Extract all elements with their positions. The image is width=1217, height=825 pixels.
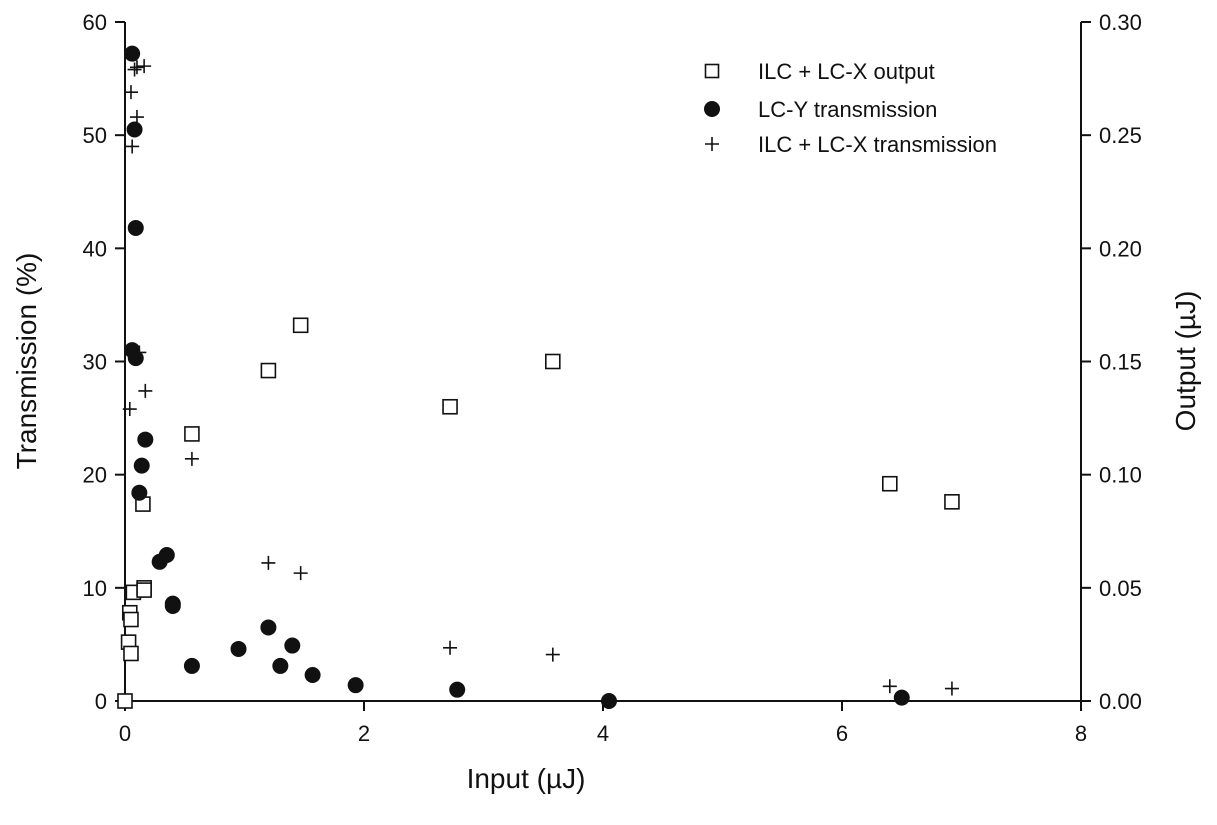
y2-tick-label: 0.20 — [1099, 236, 1142, 261]
y2-tick-label: 0.05 — [1099, 576, 1142, 601]
y-tick-label: 10 — [83, 576, 107, 601]
data-point-open-square — [184, 426, 200, 442]
data-point-filled-circle — [183, 657, 200, 674]
data-point-filled-circle — [158, 547, 175, 564]
legend-label-ilc-lcx-transmission: ILC + LC-X transmission — [758, 132, 997, 157]
data-point-plus — [137, 59, 152, 74]
data-point-plus — [443, 640, 458, 655]
y2-tick-label: 0.15 — [1099, 350, 1142, 375]
data-point-plus — [122, 402, 137, 417]
data-point-filled-circle — [127, 219, 144, 236]
data-point-filled-circle — [164, 597, 181, 614]
x-tick-label: 8 — [1075, 721, 1087, 746]
data-point-plus — [293, 566, 308, 581]
legend: ILC + LC-X output LC-Y transmission ILC … — [704, 59, 997, 157]
x-tick-label: 2 — [358, 721, 370, 746]
y-tick-label: 20 — [83, 463, 107, 488]
data-point-filled-circle — [124, 45, 141, 62]
legend-marker-filled-circle — [704, 101, 720, 117]
data-point-filled-circle — [272, 657, 289, 674]
y-tick-label: 50 — [83, 123, 107, 148]
legend-marker-open-square — [704, 63, 720, 79]
data-point-open-square — [545, 353, 561, 370]
right-y-axis-ticks: 0.00 0.05 0.10 0.15 0.20 0.25 0.30 — [1081, 10, 1142, 714]
data-point-open-square — [944, 494, 960, 510]
data-point-filled-circle — [260, 619, 277, 636]
data-point-plus — [138, 383, 153, 398]
y2-tick-label: 0.25 — [1099, 123, 1142, 148]
data-point-filled-circle — [304, 666, 321, 683]
legend-label-lcy-transmission: LC-Y transmission — [758, 97, 937, 122]
data-point-plus — [184, 451, 199, 466]
legend-label-ilc-lcx-output: ILC + LC-X output — [758, 59, 935, 84]
axes-frame — [124, 22, 1082, 702]
x-tick-label: 0 — [119, 721, 131, 746]
data-point-plus — [129, 110, 144, 125]
left-y-axis-ticks: 0 10 20 30 40 50 60 — [83, 10, 125, 714]
data-point-plus — [127, 62, 142, 77]
data-points — [117, 45, 960, 709]
data-point-plus — [545, 647, 560, 662]
legend-marker-plus — [705, 137, 719, 151]
x-tick-label: 4 — [597, 721, 609, 746]
data-point-open-square — [292, 317, 309, 334]
data-point-plus — [882, 679, 897, 694]
data-point-open-square — [442, 398, 458, 415]
y-tick-label: 60 — [83, 10, 107, 35]
data-point-open-square — [123, 645, 139, 662]
data-point-filled-circle — [449, 681, 466, 698]
data-point-plus — [129, 60, 144, 75]
data-point-filled-circle — [347, 677, 364, 694]
right-y-axis-title: Output (µJ) — [1170, 291, 1201, 432]
data-point-open-square — [117, 693, 133, 709]
y2-tick-label: 0.00 — [1099, 689, 1142, 714]
data-point-filled-circle — [131, 484, 148, 501]
data-point-filled-circle — [126, 121, 143, 138]
data-point-open-square — [881, 475, 898, 492]
data-point-plus — [944, 681, 959, 696]
data-point-plus — [132, 345, 147, 360]
data-point-filled-circle — [133, 457, 150, 474]
y2-tick-label: 0.10 — [1099, 463, 1142, 488]
data-point-open-square — [123, 611, 139, 628]
data-point-plus — [261, 555, 276, 570]
data-point-open-square — [260, 362, 277, 379]
data-point-filled-circle — [600, 693, 617, 709]
data-point-plus — [123, 85, 138, 100]
data-point-filled-circle — [230, 640, 247, 657]
data-point-open-square — [136, 582, 152, 598]
y-tick-label: 30 — [83, 350, 107, 375]
y2-tick-label: 0.30 — [1099, 10, 1142, 35]
data-point-filled-circle — [284, 637, 301, 654]
y-tick-label: 0 — [95, 689, 107, 714]
data-point-filled-circle — [137, 431, 154, 448]
x-axis-title: Input (µJ) — [467, 763, 586, 794]
data-point-plus — [125, 139, 140, 154]
left-y-axis-title: Transmission (%) — [11, 253, 42, 470]
y-tick-label: 40 — [83, 236, 107, 261]
data-point-filled-circle — [893, 689, 910, 706]
x-axis-ticks: 0 2 4 6 8 — [119, 701, 1087, 746]
x-tick-label: 6 — [836, 721, 848, 746]
